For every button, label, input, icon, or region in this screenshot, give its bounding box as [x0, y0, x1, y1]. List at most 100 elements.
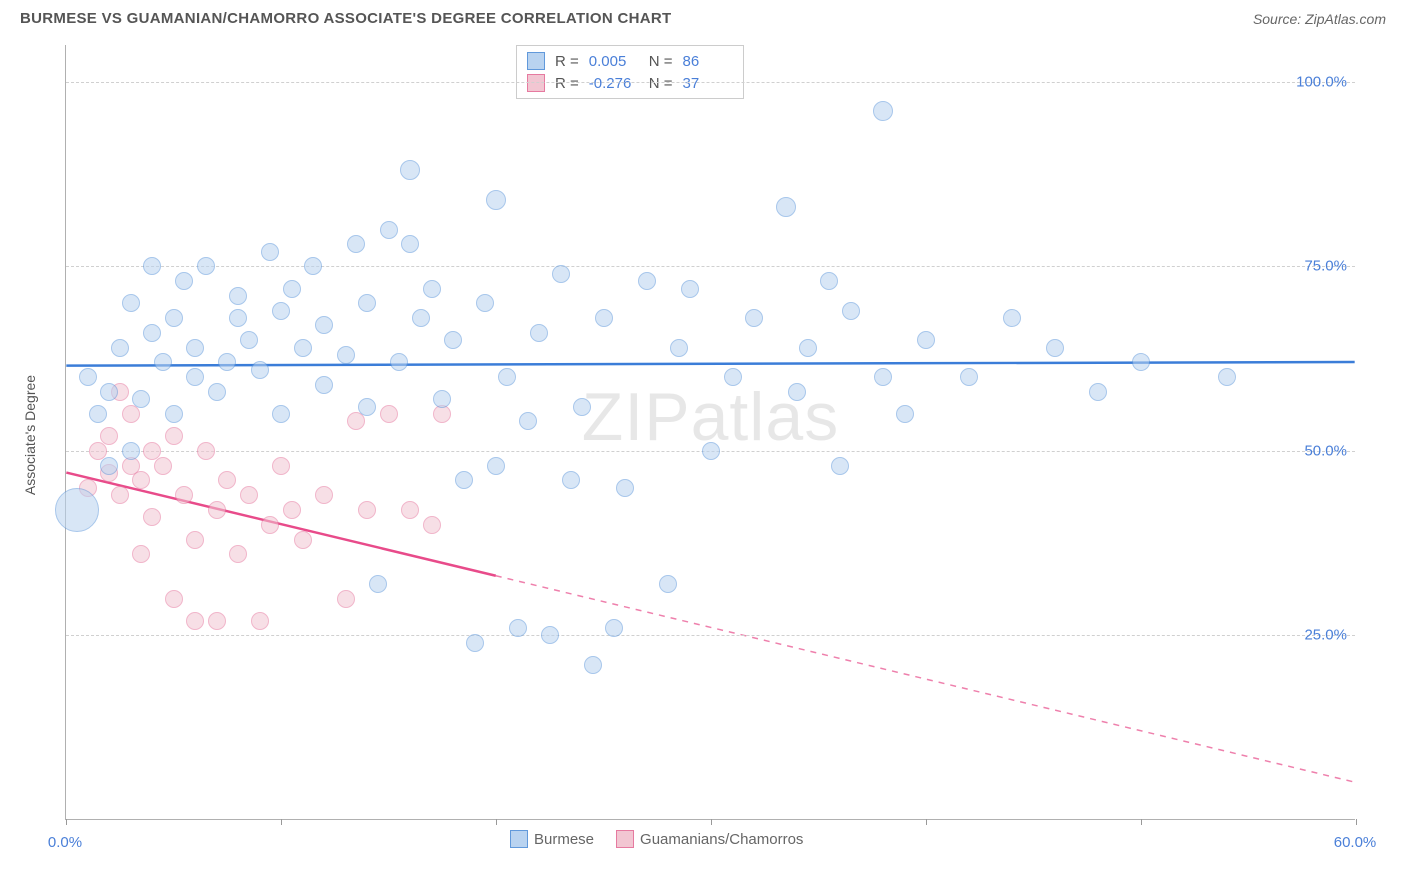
- burmese-point: [1089, 383, 1107, 401]
- x-tick: [281, 819, 282, 825]
- burmese-point: [486, 190, 506, 210]
- swatch-burmese: [510, 830, 528, 848]
- burmese-point: [132, 390, 150, 408]
- burmese-point: [337, 346, 355, 364]
- guamanian-point: [165, 427, 183, 445]
- r-value-burmese: 0.005: [589, 53, 639, 70]
- burmese-point: [960, 368, 978, 386]
- x-tick: [1141, 819, 1142, 825]
- burmese-point: [1218, 368, 1236, 386]
- swatch-guamanian: [527, 74, 545, 92]
- x-tick-label: 0.0%: [48, 834, 82, 851]
- burmese-point: [659, 575, 677, 593]
- burmese-point: [519, 412, 537, 430]
- burmese-point: [165, 405, 183, 423]
- x-tick: [1356, 819, 1357, 825]
- burmese-point: [208, 383, 226, 401]
- burmese-point: [1132, 353, 1150, 371]
- trend-lines: [66, 45, 1355, 819]
- guamanian-point: [401, 501, 419, 519]
- burmese-point: [487, 457, 505, 475]
- guamanian-point: [423, 516, 441, 534]
- burmese-point: [552, 265, 570, 283]
- r-label: R =: [555, 53, 579, 70]
- guamanian-point: [294, 531, 312, 549]
- guamanian-point: [229, 545, 247, 563]
- burmese-point: [541, 626, 559, 644]
- burmese-point: [369, 575, 387, 593]
- burmese-point: [724, 368, 742, 386]
- source-attribution: Source: ZipAtlas.com: [1253, 11, 1386, 27]
- burmese-point: [1003, 309, 1021, 327]
- stats-legend-box: R = 0.005 N = 86 R = -0.276 N = 37: [516, 45, 744, 99]
- burmese-point: [315, 376, 333, 394]
- guamanian-point: [261, 516, 279, 534]
- burmese-point: [122, 442, 140, 460]
- burmese-point: [702, 442, 720, 460]
- burmese-point: [186, 368, 204, 386]
- burmese-point: [476, 294, 494, 312]
- burmese-point: [218, 353, 236, 371]
- guamanian-point: [165, 590, 183, 608]
- burmese-point: [272, 405, 290, 423]
- guamanian-point: [111, 486, 129, 504]
- burmese-point: [165, 309, 183, 327]
- legend-item-burmese: Burmese: [510, 830, 594, 848]
- swatch-burmese: [527, 52, 545, 70]
- guamanian-point: [186, 612, 204, 630]
- burmese-point: [831, 457, 849, 475]
- burmese-point: [896, 405, 914, 423]
- burmese-point: [509, 619, 527, 637]
- burmese-point: [820, 272, 838, 290]
- burmese-point: [573, 398, 591, 416]
- y-tick-label: 50.0%: [1304, 442, 1347, 459]
- burmese-point: [1046, 339, 1064, 357]
- burmese-point: [79, 368, 97, 386]
- r-label: R =: [555, 75, 579, 92]
- guamanian-point: [132, 545, 150, 563]
- burmese-point: [917, 331, 935, 349]
- burmese-point: [100, 383, 118, 401]
- burmese-point: [412, 309, 430, 327]
- burmese-point: [283, 280, 301, 298]
- x-tick: [66, 819, 67, 825]
- burmese-point: [251, 361, 269, 379]
- burmese-point: [390, 353, 408, 371]
- x-tick-label: 60.0%: [1334, 834, 1377, 851]
- burmese-point: [143, 324, 161, 342]
- burmese-point: [584, 656, 602, 674]
- burmese-point: [380, 221, 398, 239]
- burmese-point: [401, 235, 419, 253]
- guamanian-point: [208, 612, 226, 630]
- n-label: N =: [649, 53, 673, 70]
- burmese-point: [455, 471, 473, 489]
- burmese-point: [55, 488, 99, 532]
- burmese-point: [776, 197, 796, 217]
- guamanian-point: [240, 486, 258, 504]
- burmese-point: [175, 272, 193, 290]
- guamanian-point: [122, 405, 140, 423]
- burmese-point: [272, 302, 290, 320]
- burmese-point: [874, 368, 892, 386]
- guamanian-point: [154, 457, 172, 475]
- guamanian-point: [186, 531, 204, 549]
- y-tick-label: 75.0%: [1304, 258, 1347, 275]
- burmese-point: [358, 294, 376, 312]
- burmese-point: [638, 272, 656, 290]
- stats-row-burmese: R = 0.005 N = 86: [527, 50, 733, 72]
- burmese-point: [433, 390, 451, 408]
- x-tick: [496, 819, 497, 825]
- burmese-point: [595, 309, 613, 327]
- burmese-point: [315, 316, 333, 334]
- y-axis-label: Associate's Degree: [22, 375, 38, 495]
- legend-label-guamanian: Guamanians/Chamorros: [640, 831, 803, 848]
- burmese-point: [788, 383, 806, 401]
- legend-label-burmese: Burmese: [534, 831, 594, 848]
- burmese-point: [799, 339, 817, 357]
- burmese-point: [186, 339, 204, 357]
- burmese-point: [681, 280, 699, 298]
- guamanian-point: [347, 412, 365, 430]
- burmese-point: [89, 405, 107, 423]
- plot-area: ZIPatlas R = 0.005 N = 86 R = -0.276 N =…: [65, 45, 1355, 820]
- x-tick: [711, 819, 712, 825]
